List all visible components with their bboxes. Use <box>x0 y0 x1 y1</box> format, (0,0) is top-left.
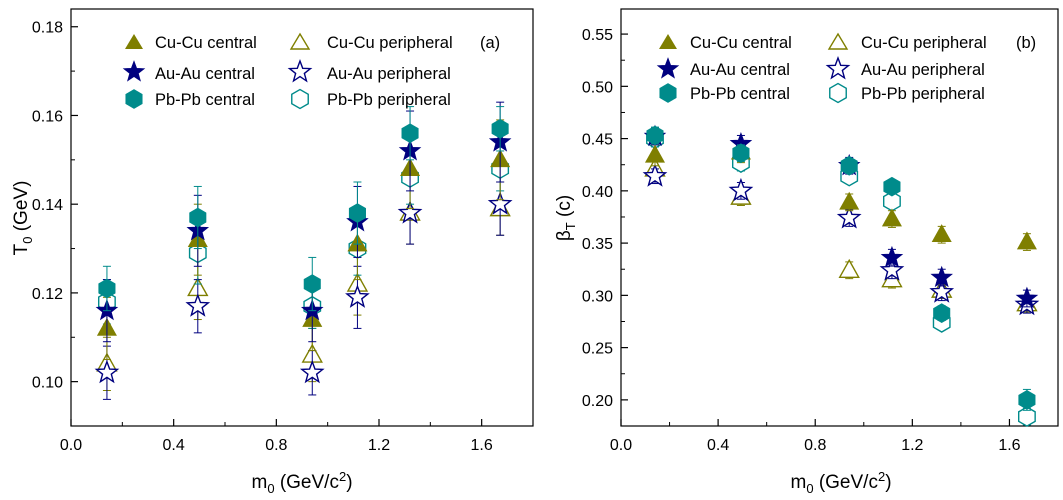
panel-b-frame <box>620 8 1059 427</box>
x-tick-label: 0.8 <box>804 437 826 454</box>
y-tick-label: 0.40 <box>582 184 613 201</box>
panel-a-legend: Cu-Cu central Cu-Cu peripheral (a) Au-Au… <box>122 32 500 110</box>
data-point-cucu-peripheral <box>838 258 860 278</box>
legend-a-cucu-central-marker <box>125 34 143 49</box>
panel-b-legend: Cu-Cu central Cu-Cu peripheral (b) Au-Au… <box>656 32 1036 104</box>
y-tick-label: 0.18 <box>32 20 63 37</box>
legend-a-auau-peripheral-marker <box>287 58 313 83</box>
data-point-pbpb-central <box>732 143 750 164</box>
y-tick-label: 0.35 <box>582 236 613 253</box>
x-tick-label: 1.6 <box>998 437 1020 454</box>
data-point-auau-peripheral <box>836 205 862 229</box>
data-point-cucu-central <box>931 224 952 243</box>
y-tick-label: 0.25 <box>582 341 613 358</box>
x-tick-label: 1.6 <box>471 437 493 454</box>
panel-b-x-axis-title: m0 (GeV/c2) <box>790 469 891 496</box>
data-point-auau-peripheral <box>879 257 905 281</box>
legend-a-cucu-peripheral-marker <box>289 32 311 50</box>
data-point-pbpb-central <box>303 274 321 294</box>
x-tick-label: 0.0 <box>60 437 82 454</box>
panel-b-plot: 0.0 0.4 0.8 1.2 1.6 0.20 0.25 0.30 0.35 0.40 0.45 0… <box>554 8 1059 496</box>
data-point-auau-peripheral <box>929 279 955 303</box>
x-tick-label: 0.4 <box>707 437 729 454</box>
legend-b-pbpb-central-marker <box>659 83 677 103</box>
legend-b-cucu-central-marker <box>659 34 677 49</box>
y-tick-label: 0.45 <box>582 132 613 149</box>
panel-b-label: (b) <box>1016 34 1036 52</box>
legend-b-cucu-central-label: Cu-Cu central <box>690 34 792 52</box>
legend-b-pbpb-peripheral-marker <box>829 82 847 104</box>
legend-a-cucu-central-label: Cu-Cu central <box>155 34 257 52</box>
data-point-auau-central <box>930 265 953 288</box>
data-point-pbpb-central <box>1018 390 1036 410</box>
data-point-auau-central <box>880 245 904 268</box>
y-tick-label: 0.16 <box>32 108 63 125</box>
panel-a-label: (a) <box>480 34 500 52</box>
legend-a-auau-peripheral-label: Au-Au peripheral <box>327 65 451 83</box>
data-point-auau-peripheral <box>397 200 423 224</box>
legend-b-auau-central-marker <box>656 57 680 79</box>
data-point-auau-central <box>1015 286 1039 309</box>
data-point-pbpb-central <box>491 118 509 139</box>
y-tick-label: 0.30 <box>582 288 613 305</box>
data-point-auau-peripheral <box>185 293 211 317</box>
data-point-cucu-central <box>881 208 902 227</box>
data-point-pbpb-central <box>933 303 951 323</box>
data-point-cucu-central <box>839 191 860 210</box>
x-tick-label: 0.0 <box>610 437 632 454</box>
data-point-pbpb-central <box>646 125 664 146</box>
y-tick-label: 0.12 <box>32 286 63 303</box>
data-point-pbpb-central <box>98 278 116 299</box>
legend-b-auau-peripheral-marker <box>825 55 851 80</box>
data-point-cucu-central <box>644 144 666 163</box>
panel-a-plot: 0.0 0.4 0.8 1.2 1.6 0.10 0.12 0.14 0.16 0.18 T0 (… <box>11 8 534 496</box>
data-point-cucu-central <box>1016 231 1037 250</box>
data-point-auau-peripheral <box>299 359 325 384</box>
legend-b-pbpb-peripheral-label: Pb-Pb peripheral <box>861 85 985 103</box>
y-tick-label: 0.10 <box>32 375 63 392</box>
legend-a-pbpb-peripheral-label: Pb-Pb peripheral <box>327 91 451 109</box>
data-point-auau-peripheral <box>487 191 513 215</box>
data-point-pbpb-central <box>189 207 207 228</box>
legend-a-auau-central-marker <box>122 60 146 82</box>
x-tick-label: 0.8 <box>265 437 287 454</box>
legend-b-auau-peripheral-label: Au-Au peripheral <box>861 61 985 79</box>
data-point-pbpb-central <box>348 203 366 223</box>
panel-a-markers <box>94 101 513 400</box>
legend-a-pbpb-central-label: Pb-Pb central <box>155 91 255 109</box>
panel-a-frame <box>70 8 534 427</box>
legend-b-pbpb-central-label: Pb-Pb central <box>690 85 790 103</box>
x-tick-label: 0.4 <box>163 437 185 454</box>
panel-b-y-axis-title: βT (c) <box>554 195 578 241</box>
y-tick-label: 0.50 <box>582 79 613 96</box>
legend-b-cucu-peripheral-marker <box>827 32 849 50</box>
legend-a-auau-central-label: Au-Au central <box>155 65 255 83</box>
legend-b-auau-central-label: Au-Au central <box>690 61 790 79</box>
legend-a-pbpb-central-marker <box>125 89 143 109</box>
data-point-auau-peripheral <box>94 359 120 384</box>
data-point-auau-peripheral <box>642 163 668 187</box>
legend-b-cucu-peripheral-label: Cu-Cu peripheral <box>861 34 987 52</box>
panel-b-markers <box>642 124 1040 427</box>
data-point-pbpb-central <box>401 123 419 144</box>
data-point-pbpb-central <box>840 155 858 176</box>
legend-a-pbpb-peripheral-marker <box>291 88 309 110</box>
panel-a-y-axis-title: T0 (GeV) <box>11 181 35 256</box>
data-point-auau-peripheral <box>728 177 754 202</box>
panel-a-ticks: 0.0 0.4 0.8 1.2 1.6 0.10 0.12 0.14 0.16 0.18 <box>32 20 493 454</box>
x-tick-label: 1.2 <box>368 437 390 454</box>
y-tick-label: 0.14 <box>32 197 63 214</box>
data-point-pbpb-central <box>883 176 901 197</box>
data-point-auau-peripheral <box>345 284 370 308</box>
panel-b-ticks: 0.0 0.4 0.8 1.2 1.6 0.20 0.25 0.30 0.35 0.40 0.45 0… <box>582 27 1021 454</box>
x-tick-label: 1.2 <box>901 437 923 454</box>
legend-a-cucu-peripheral-label: Cu-Cu peripheral <box>327 34 453 52</box>
y-tick-label: 0.55 <box>582 27 613 44</box>
panel-a-x-axis-title: m0 (GeV/c2) <box>251 469 352 496</box>
data-point-pbpb-peripheral <box>1018 406 1036 427</box>
y-tick-label: 0.20 <box>582 393 613 410</box>
